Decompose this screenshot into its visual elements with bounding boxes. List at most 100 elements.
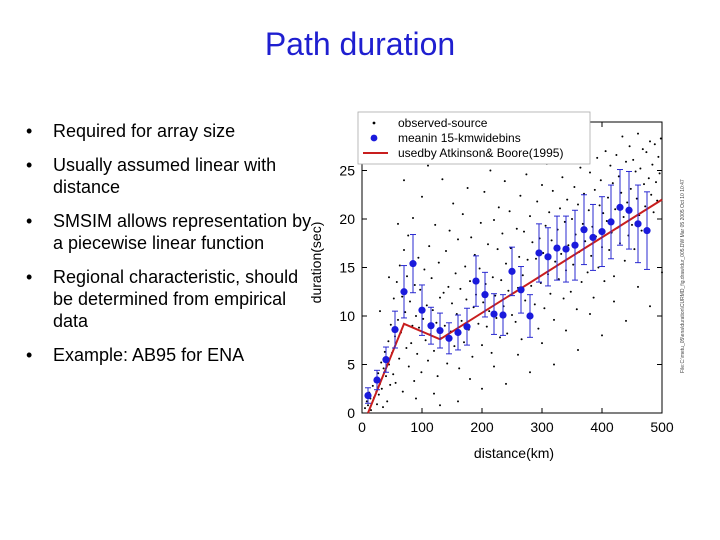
bullet-text: Required for array size	[53, 121, 236, 141]
observed-point	[377, 372, 380, 375]
observed-point	[553, 318, 555, 321]
mean-point	[580, 226, 588, 234]
observed-point	[419, 288, 422, 291]
observed-point	[645, 151, 648, 154]
legend-label: usedby Atkinson& Boore(1995)	[398, 146, 563, 160]
observed-point	[567, 244, 570, 247]
observed-point	[397, 318, 399, 321]
observed-point	[437, 261, 440, 264]
observed-point	[412, 217, 414, 220]
mean-point	[391, 325, 399, 334]
y-tick-label: 0	[347, 405, 355, 421]
observed-point	[598, 204, 601, 207]
mean-point	[625, 206, 633, 214]
observed-point	[380, 361, 383, 364]
observed-point	[589, 171, 591, 174]
observed-point	[631, 223, 633, 226]
observed-point	[611, 182, 614, 185]
observed-point	[398, 264, 401, 267]
x-tick-label: 100	[410, 419, 434, 435]
observed-point	[605, 219, 608, 222]
observed-point	[409, 300, 411, 303]
observed-point	[622, 216, 625, 219]
observed-point	[526, 258, 529, 261]
observed-point	[505, 382, 507, 385]
observed-point	[423, 268, 426, 271]
observed-point	[621, 135, 624, 138]
legend-swatch-mean	[370, 134, 378, 142]
observed-point	[560, 252, 563, 255]
mean-point	[616, 203, 624, 211]
mean-point	[517, 286, 525, 294]
observed-point	[649, 140, 651, 143]
observed-point	[524, 299, 527, 302]
observed-point	[656, 199, 659, 202]
observed-point	[442, 291, 445, 294]
x-tick-label: 300	[530, 419, 554, 435]
observed-point	[401, 295, 404, 298]
observed-point	[601, 334, 603, 337]
bullet-glyph: •	[26, 267, 33, 287]
observed-point	[463, 341, 465, 344]
observed-point	[424, 339, 427, 342]
observed-point	[607, 196, 609, 199]
mean-point	[382, 356, 390, 364]
ab95-line	[367, 198, 663, 414]
observed-point	[517, 353, 519, 356]
observed-point	[488, 310, 491, 313]
observed-point	[485, 325, 488, 328]
observed-point	[641, 148, 644, 151]
observed-point	[580, 281, 583, 284]
observed-point	[633, 248, 636, 251]
mean-point	[562, 245, 570, 253]
mean-point	[643, 227, 651, 235]
observed-point	[385, 375, 387, 378]
bullet-list: • Required for array size • Usually assume…	[26, 120, 316, 378]
observed-point	[395, 281, 398, 284]
mean-point	[364, 391, 372, 400]
observed-point	[403, 249, 405, 252]
observed-point	[562, 297, 565, 300]
observed-point	[550, 239, 553, 242]
observed-point	[551, 189, 554, 192]
bullet-glyph: •	[26, 211, 33, 231]
observed-point	[521, 274, 524, 277]
legend-swatch-observed	[372, 121, 376, 125]
observed-point	[596, 156, 599, 159]
observed-point	[415, 397, 417, 400]
observed-point	[470, 236, 473, 239]
observed-point	[639, 167, 642, 170]
observed-point	[427, 164, 429, 167]
observed-point	[398, 357, 401, 360]
mean-point	[607, 218, 615, 226]
observed-point	[499, 336, 501, 339]
observed-point	[520, 338, 523, 341]
observed-point	[533, 303, 536, 306]
observed-point	[653, 143, 656, 146]
observed-point	[387, 340, 390, 343]
observed-point	[523, 230, 525, 233]
observed-point	[431, 309, 434, 312]
x-axis-label: distance(km)	[474, 445, 554, 461]
bullet-text: Usually assumed linear with distance	[53, 155, 277, 197]
observed-point	[460, 319, 463, 322]
observed-point	[425, 304, 428, 307]
mean-point	[634, 220, 642, 228]
observed-point	[592, 296, 595, 299]
observed-point	[599, 179, 602, 182]
observed-point	[397, 222, 399, 225]
observed-point	[413, 379, 416, 382]
observed-point	[418, 326, 420, 329]
observed-point	[458, 367, 461, 370]
observed-point	[613, 300, 615, 303]
mean-point	[445, 334, 453, 342]
observed-point	[525, 173, 528, 176]
mean-point	[526, 312, 534, 320]
observed-point	[658, 172, 661, 175]
observed-point	[377, 393, 380, 396]
observed-point	[394, 381, 397, 384]
observed-point	[392, 297, 395, 300]
observed-point	[647, 177, 650, 180]
observed-point	[553, 363, 555, 366]
observed-point	[615, 153, 618, 156]
